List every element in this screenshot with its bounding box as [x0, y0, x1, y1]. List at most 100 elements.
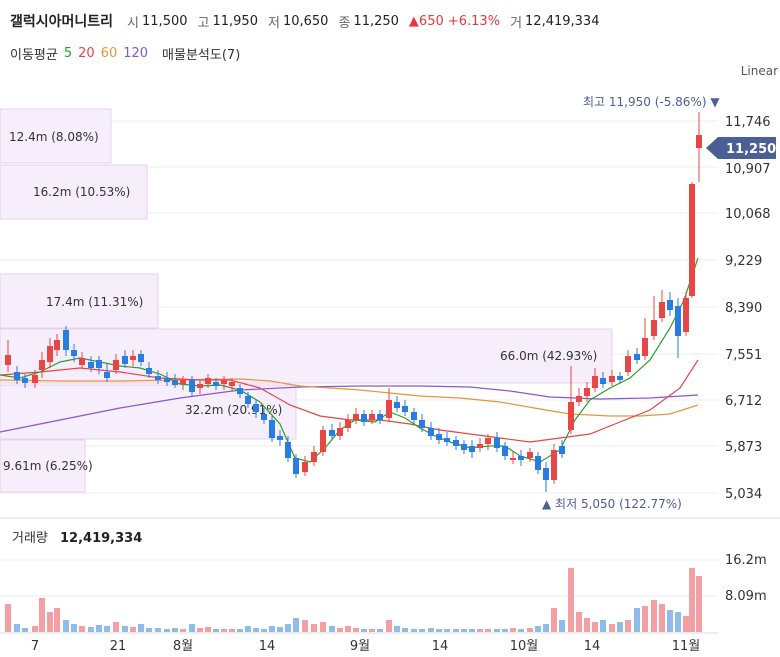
y-tick-9: 5,034 [725, 487, 762, 502]
candle-body [285, 442, 291, 458]
volume-bars [5, 568, 702, 632]
volume-bar [436, 629, 442, 632]
volume-bar [253, 628, 259, 632]
volume-profile: 12.4m (8.08%) 16.2m (10.53%) 17.4m (11.3… [0, 108, 613, 493]
volume-bar [172, 628, 178, 632]
y-tick-6: 7,551 [725, 348, 762, 363]
volume-bar [229, 629, 235, 632]
low-label: 저 [267, 15, 280, 31]
volume-bar [584, 618, 590, 632]
volume-bar [535, 626, 541, 632]
candle-body [337, 428, 343, 436]
candle-body [584, 388, 590, 396]
candle-body [667, 300, 673, 310]
volume-bar [104, 626, 110, 632]
volume-bar [689, 568, 695, 632]
candle-body [205, 378, 211, 384]
volume-bar [527, 628, 533, 632]
volume-bar [155, 628, 161, 632]
volume-bar [485, 629, 491, 632]
volume-bar [592, 622, 598, 632]
ma-5[interactable]: 5 [63, 46, 73, 61]
candle-body [213, 382, 219, 386]
volume-bar [377, 629, 383, 632]
candle-body [386, 400, 392, 418]
volume-bar [337, 628, 343, 632]
candle-body [568, 402, 574, 430]
volume-bar [518, 629, 524, 632]
candle-body [245, 396, 251, 404]
ma-60[interactable]: 60 [100, 46, 118, 61]
volume-profile-label[interactable]: 매물분석도(7) [162, 48, 241, 63]
volume-bar [130, 627, 136, 632]
candle-body [485, 438, 491, 444]
volume-value: 12,419,334 [525, 13, 600, 29]
volume-bar [642, 606, 648, 632]
scale-toggle[interactable]: Linear [740, 64, 778, 78]
max-price-note: 최고 11,950 (-5.86%) ▼ [583, 95, 720, 109]
candle-body [237, 388, 243, 394]
ma-120[interactable]: 120 [123, 46, 149, 61]
candle-body [642, 338, 648, 356]
x-tick-9: 11월 [672, 639, 701, 654]
current-price-tag: 11,250 [706, 137, 776, 159]
candle-body [32, 375, 38, 383]
volume-bar [667, 610, 673, 632]
x-tick-3: 8월 [173, 639, 193, 654]
volume-bar [221, 629, 227, 632]
candle-body [527, 452, 533, 458]
candle-body [543, 468, 549, 480]
candle-body [576, 396, 582, 402]
candle-body [138, 354, 144, 362]
volume-bar [113, 622, 119, 632]
ma-label[interactable]: 이동평균 [10, 48, 58, 63]
candle-body [96, 360, 102, 368]
volume-bar [63, 620, 69, 632]
candle-body [63, 330, 69, 350]
volume-bar [394, 626, 400, 632]
candle-body [130, 356, 136, 360]
indicator-legend: 이동평균 5 20 60 120 매물분석도(7) [10, 44, 240, 63]
vp-label-4: 66.0m (42.93%) [500, 349, 597, 363]
x-tick-2: 21 [110, 639, 127, 654]
candle-body [502, 446, 508, 456]
volume-bar [675, 612, 681, 632]
volume-bar [659, 604, 665, 632]
ma-20[interactable]: 20 [78, 46, 95, 61]
candle-body [535, 456, 541, 470]
volume-bar [197, 628, 203, 632]
volume-bar [164, 629, 170, 632]
candle-body [180, 380, 186, 384]
volume-bar [469, 629, 475, 632]
candle-body [651, 320, 657, 336]
x-tick-4: 14 [259, 639, 276, 654]
volume-bar [39, 598, 45, 632]
y-tick-2: 10,907 [725, 162, 771, 177]
vp-label-3: 17.4m (11.31%) [46, 295, 143, 309]
volume-bar [285, 624, 291, 632]
volume-bar [461, 629, 467, 632]
volume-bar [311, 624, 317, 632]
open-label: 시 [127, 15, 140, 31]
candle-body [477, 444, 483, 448]
ma60-line [0, 378, 699, 417]
vp-bar-4 [0, 328, 613, 384]
candle-body [609, 376, 615, 382]
y-tick-8: 5,873 [725, 440, 762, 455]
volume-bar [329, 626, 335, 632]
volume-bar [189, 624, 195, 632]
vp-label-1: 12.4m (8.08%) [9, 130, 99, 144]
volume-bar [428, 628, 434, 632]
y-tick-7: 6,712 [725, 394, 762, 409]
stock-name: 갤럭시아머니트리 [10, 14, 114, 30]
volume-bar [625, 620, 631, 632]
candle-body [494, 438, 500, 448]
candle-body [402, 406, 408, 412]
volume-bar [634, 608, 640, 632]
volume-bar [122, 626, 128, 632]
min-price-note: ▲ 최저 5,050 (122.77%) [542, 497, 682, 511]
volume-bar [568, 568, 574, 632]
candle-body [164, 378, 170, 382]
current-price-value: 11,250 [726, 142, 776, 157]
